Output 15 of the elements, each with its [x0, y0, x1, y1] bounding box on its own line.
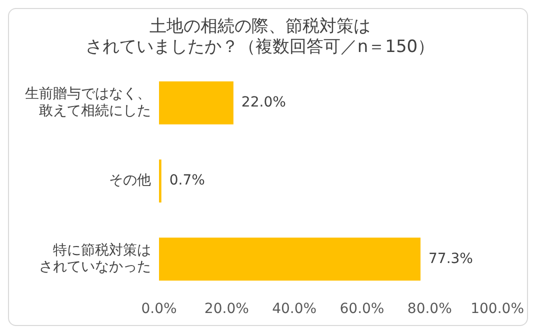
data-label: 0.7% [169, 172, 205, 189]
x-tick-label: 100.0% [470, 301, 524, 318]
x-tick-label: 80.0% [407, 301, 452, 318]
x-tick-label: 40.0% [272, 301, 317, 318]
bar [159, 238, 421, 281]
chart-title: 土地の相続の際、節税対策はされていましたか？（複数回答可／n＝150） [85, 16, 435, 58]
data-label: 77.3% [428, 250, 473, 267]
y-tick-label: その他 [109, 172, 151, 189]
x-tick-label: 0.0% [141, 301, 177, 318]
data-label: 22.0% [241, 94, 286, 111]
x-tick-label: 60.0% [340, 301, 384, 318]
y-tick-label: 特に節税対策はされていなかった [39, 242, 151, 276]
y-tick-label: 生前贈与ではなく、敢えて相続にした [25, 86, 151, 119]
bar [159, 81, 234, 124]
x-tick-label: 20.0% [204, 301, 249, 318]
